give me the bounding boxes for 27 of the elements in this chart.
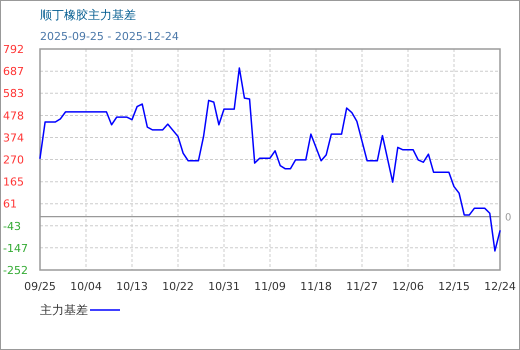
x-tick-label: 11/09 xyxy=(254,280,286,293)
y-tick-label: 165 xyxy=(3,176,24,189)
legend-label: 主力基差 xyxy=(40,303,88,317)
x-tick-label: 10/22 xyxy=(162,280,194,293)
y-tick-label: 687 xyxy=(3,65,24,78)
ref-line-label: 0 xyxy=(505,212,512,224)
x-tick-label: 12/24 xyxy=(484,280,516,293)
x-tick-label: 10/31 xyxy=(208,280,240,293)
x-tick-label: 10/04 xyxy=(70,280,102,293)
y-tick-label: 374 xyxy=(3,131,24,144)
x-tick-label: 11/27 xyxy=(346,280,378,293)
y-tick-label: 61 xyxy=(3,198,17,211)
x-tick-label: 10/13 xyxy=(116,280,148,293)
x-tick-label: 11/18 xyxy=(300,280,332,293)
y-tick-label: -252 xyxy=(3,264,28,277)
y-tick-label: -43 xyxy=(3,220,21,233)
x-tick-label: 12/15 xyxy=(438,280,470,293)
x-tick-label: 09/25 xyxy=(24,280,56,293)
y-tick-label: 478 xyxy=(3,109,24,122)
chart-title: 顺丁橡胶主力基差 xyxy=(40,8,136,22)
line-series xyxy=(39,67,501,252)
y-tick-label: 792 xyxy=(3,43,24,56)
y-tick-label: 583 xyxy=(3,87,24,100)
y-tick-label: 270 xyxy=(3,154,24,166)
x-tick-label: 12/06 xyxy=(392,280,424,293)
y-tick-label: -147 xyxy=(3,242,28,255)
chart-subtitle: 2025-09-25 - 2025-12-24 xyxy=(40,30,179,43)
